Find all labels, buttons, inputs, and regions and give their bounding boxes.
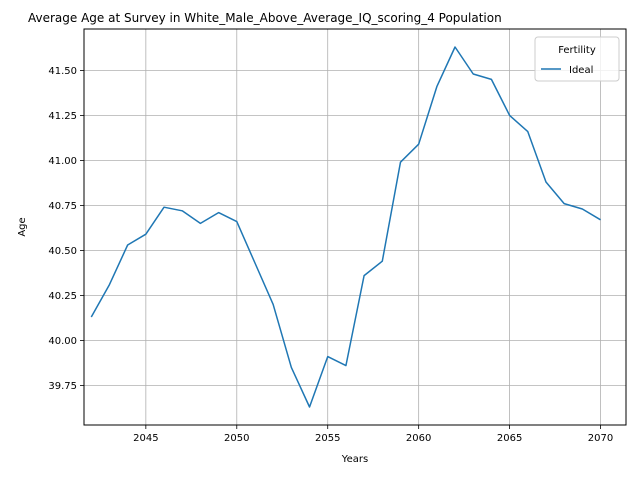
grid [84,29,626,425]
y-tick-label: 39.75 [48,381,77,392]
y-tick-label: 40.75 [48,201,77,212]
series-line-ideal [90,46,601,408]
y-axis-label: Age [17,217,28,236]
plot-frame [83,28,627,426]
x-tick-label: 2070 [588,433,613,444]
legend: Fertility Ideal [534,36,620,82]
x-tick-label: 2060 [406,433,431,444]
chart-title: Average Age at Survey in White_Male_Abov… [28,11,502,25]
y-axis: 39.75 40.00 40.25 40.50 40.75 41.00 41.25 41.50 [48,66,84,392]
y-tick-label: 41.25 [48,111,77,122]
y-tick-label: 41.50 [48,66,77,77]
x-tick-label: 2055 [315,433,340,444]
x-tick-label: 2045 [133,433,158,444]
x-axis-label: Years [341,454,368,465]
y-tick-label: 40.00 [48,336,77,347]
legend-box [534,36,620,82]
plot-area [90,46,601,408]
legend-entry-label: Ideal [569,65,593,76]
y-tick-label: 40.50 [48,246,77,257]
x-tick-label: 2050 [224,433,249,444]
y-tick-label: 41.00 [48,156,77,167]
y-tick-label: 40.25 [48,291,77,302]
x-axis: 2045 2050 2055 2060 2065 2070 [133,425,613,444]
x-tick-label: 2065 [497,433,522,444]
legend-title: Fertility [558,45,596,56]
